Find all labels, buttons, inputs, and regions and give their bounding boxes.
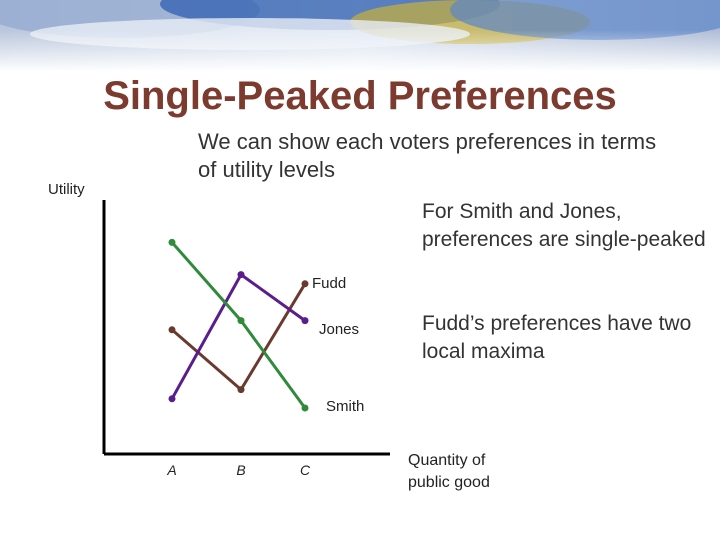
- y-axis-label: Utility: [48, 181, 85, 198]
- smith-series-label: Smith: [326, 398, 364, 415]
- series-labels: Fudd Jones Smith: [312, 275, 364, 415]
- fudd-point-b: [237, 386, 245, 394]
- local-maxima-note: Fudd’s preferences have two local maxima: [422, 312, 692, 363]
- chart-axes: [102, 200, 390, 456]
- smith-point-a: [168, 238, 176, 246]
- series-lines: [168, 238, 309, 412]
- jones-point-c: [301, 317, 309, 325]
- x-tick-labels: A B C: [166, 462, 311, 478]
- x-tick-label-a: A: [166, 462, 176, 478]
- fudd-series-label: Fudd: [312, 275, 346, 292]
- smith-point-c: [301, 404, 309, 412]
- x-tick-label-c: C: [300, 462, 311, 478]
- x-axis-label-line-2: public good: [408, 474, 490, 491]
- single-peaked-note: For Smith and Jones, preferences are sin…: [422, 200, 706, 251]
- x-tick-label-b: B: [236, 462, 245, 478]
- jones-point-a: [168, 395, 176, 403]
- fudd-line: [171, 283, 307, 392]
- fudd-point-c: [301, 280, 309, 288]
- x-axis-label-line-1: Quantity of: [408, 452, 486, 469]
- smith-line: [170, 241, 307, 409]
- slide-title: Single-Peaked Preferences: [103, 74, 617, 118]
- jones-series-label: Jones: [319, 321, 359, 338]
- jones-point-b: [237, 271, 245, 279]
- slide-subtitle: We can show each voters preferences in t…: [198, 129, 657, 182]
- smith-point-b: [237, 317, 245, 325]
- header-banner: [0, 0, 720, 70]
- fudd-point-a: [168, 326, 176, 334]
